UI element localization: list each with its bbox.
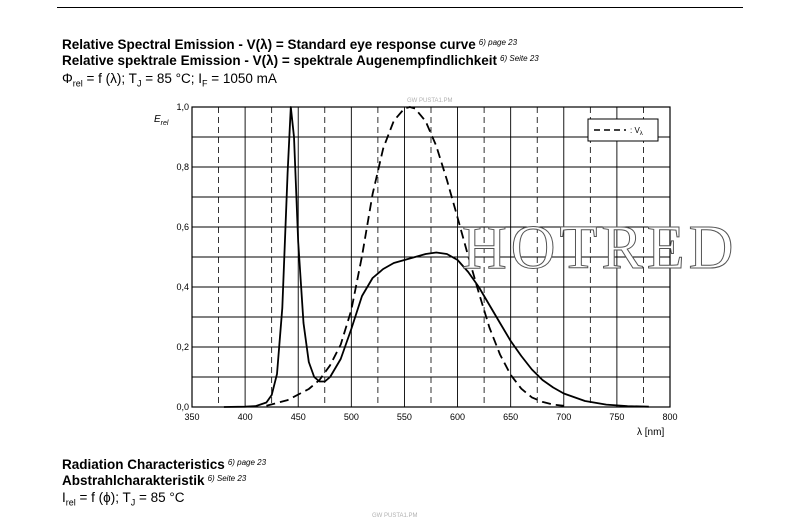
legend-label-main: : V [630, 126, 640, 135]
title-german: Relative spektrale Emission - V(λ) = spe… [62, 51, 539, 69]
formula-part-3: = 1050 mA [207, 71, 277, 86]
y-axis-ticks: 0,0 0,2 0,4 0,6 0,8 1,0 [176, 102, 189, 412]
formula-tj-sub: J [136, 78, 142, 89]
y-tick-label: 0,8 [176, 162, 189, 172]
y-axis-label: Erel [154, 114, 169, 127]
title-english: Relative Spectral Emission - V(λ) = Stan… [62, 35, 517, 53]
watermark-bottom: GW PUSTA1.PM [372, 513, 418, 519]
chart-grid-solid-verticals [244, 107, 618, 407]
chart-series [223, 106, 649, 408]
legend-box [587, 118, 659, 142]
test-conditions-formula: Φrel = f (λ); TJ = 85 °C; IF = 1050 mA [62, 71, 277, 92]
radiation-formula-part-1: = f (ϕ); T [75, 490, 131, 505]
radiation-formula-i: I [62, 490, 66, 505]
y-tick-label: 0,2 [176, 342, 189, 352]
x-tick-label: 450 [291, 412, 306, 422]
top-rule [57, 7, 743, 8]
legend-label: : Vλ [630, 126, 643, 137]
x-tick-label: 650 [503, 412, 518, 422]
formula-if-sub: F [202, 78, 208, 89]
radiation-formula-i-sub: rel [65, 497, 76, 508]
series-line-relative-emission [223, 106, 649, 408]
y-tick-label: 0,6 [176, 222, 189, 232]
plot-frame [191, 106, 671, 408]
title-german-text: Relative spektrale Emission - V(λ) = spe… [62, 53, 498, 68]
formula-phi-sub: rel [72, 78, 83, 89]
x-axis-label: λ [nm] [637, 427, 664, 438]
y-tick-label: 0,4 [176, 282, 189, 292]
x-tick-label: 550 [397, 412, 412, 422]
x-tick-label: 800 [662, 412, 677, 422]
title-german-ref: 6) Seite 23 [500, 54, 539, 63]
hotred-watermark: HOTRED [462, 214, 737, 282]
radiation-formula-tj-sub: J [130, 497, 136, 508]
formula-part-2: = 85 °C; I [141, 71, 202, 86]
formula-phi: Φ [62, 71, 73, 86]
x-axis-ticks: 350 400 450 500 550 600 650 700 750 800 [184, 412, 677, 422]
radiation-title-german-text: Abstrahlcharakteristik [62, 473, 205, 488]
radiation-title-english: Radiation Characteristics 6) page 23 [62, 455, 266, 473]
formula-part-1: = f (λ); T [82, 71, 137, 86]
radiation-title-german-ref: 6) Seite 23 [207, 474, 247, 483]
chart-svg: 350 400 450 500 550 600 650 700 750 800 0,0 0,2 0,4… [154, 102, 737, 438]
radiation-conditions-formula: Irel = f (ϕ); TJ = 85 °C [62, 490, 185, 511]
x-tick-label: 350 [184, 412, 199, 422]
x-tick-label: 400 [238, 412, 253, 422]
title-english-ref: 6) page 23 [478, 38, 518, 47]
series-line-v-lambda [266, 106, 564, 407]
legend-label-sub: λ [640, 131, 643, 137]
radiation-title-english-text: Radiation Characteristics [62, 457, 225, 472]
y-tick-label: 0,0 [176, 402, 189, 412]
spectral-emission-chart: 350 400 450 500 550 600 650 700 750 800 0,0 0,2 0,4… [140, 96, 760, 446]
watermark-top: GW PUSTA1.PM [407, 98, 453, 104]
y-tick-label: 1,0 [176, 102, 189, 112]
title-english-text: Relative Spectral Emission - V(λ) = Stan… [62, 37, 476, 52]
legend: : Vλ [587, 118, 659, 142]
x-tick-label: 750 [609, 412, 624, 422]
x-tick-label: 700 [556, 412, 571, 422]
chart-grid [192, 107, 670, 407]
x-tick-label: 600 [450, 412, 465, 422]
x-tick-label: 500 [344, 412, 359, 422]
radiation-title-german: Abstrahlcharakteristik 6) Seite 23 [62, 471, 246, 489]
y-axis-label-main: E [154, 114, 161, 125]
radiation-title-english-ref: 6) page 23 [227, 458, 267, 467]
y-axis-label-sub: rel [161, 120, 169, 127]
radiation-formula-part-2: = 85 °C [135, 490, 185, 505]
